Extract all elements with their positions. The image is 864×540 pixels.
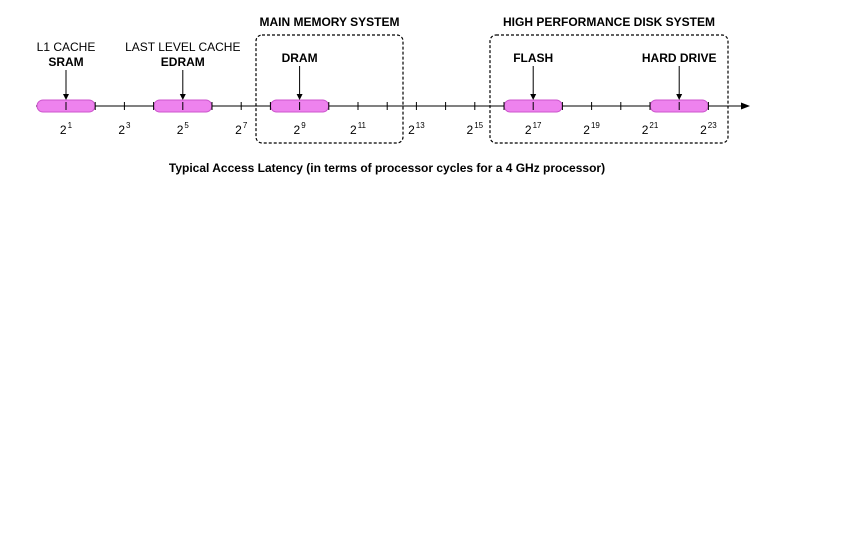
- tech-arrow-head-icon-3: [530, 94, 537, 100]
- tech-name-1: EDRAM: [161, 55, 205, 69]
- tick-label-11: 211: [350, 121, 367, 137]
- tick-label-15: 215: [467, 121, 484, 137]
- tech-name-2: DRAM: [282, 51, 318, 65]
- tech-arrow-head-icon-4: [676, 94, 683, 100]
- tick-label-3: 23: [118, 121, 131, 137]
- tick-label-17: 217: [525, 121, 542, 137]
- tick-label-7: 27: [235, 121, 248, 137]
- tech-category-0: L1 CACHE: [37, 40, 96, 54]
- group-title-1: MAIN MEMORY SYSTEM: [259, 15, 399, 29]
- group-box-1: [255, 34, 404, 144]
- tick-label-1: 21: [60, 121, 73, 137]
- tick-label-13: 213: [408, 121, 425, 137]
- tech-arrow-head-icon-1: [179, 94, 186, 100]
- axis-caption: Typical Access Latency (in terms of proc…: [169, 161, 605, 175]
- tick-label-21: 221: [642, 121, 659, 137]
- tech-name-0: SRAM: [48, 55, 83, 69]
- tick-label-5: 25: [177, 121, 190, 137]
- axis-arrow-icon: [741, 102, 750, 110]
- tech-name-4: HARD DRIVE: [642, 51, 717, 65]
- tick-label-23: 223: [700, 121, 717, 137]
- group-title-2: HIGH PERFORMANCE DISK SYSTEM: [503, 15, 715, 29]
- tick-label-19: 219: [583, 121, 600, 137]
- group-box-2: [489, 34, 729, 144]
- tick-label-9: 29: [294, 121, 307, 137]
- tech-name-3: FLASH: [513, 51, 553, 65]
- tech-arrow-head-icon-0: [63, 94, 69, 100]
- tech-category-1: LAST LEVEL CACHE: [125, 40, 240, 54]
- tech-arrow-head-icon-2: [296, 94, 303, 100]
